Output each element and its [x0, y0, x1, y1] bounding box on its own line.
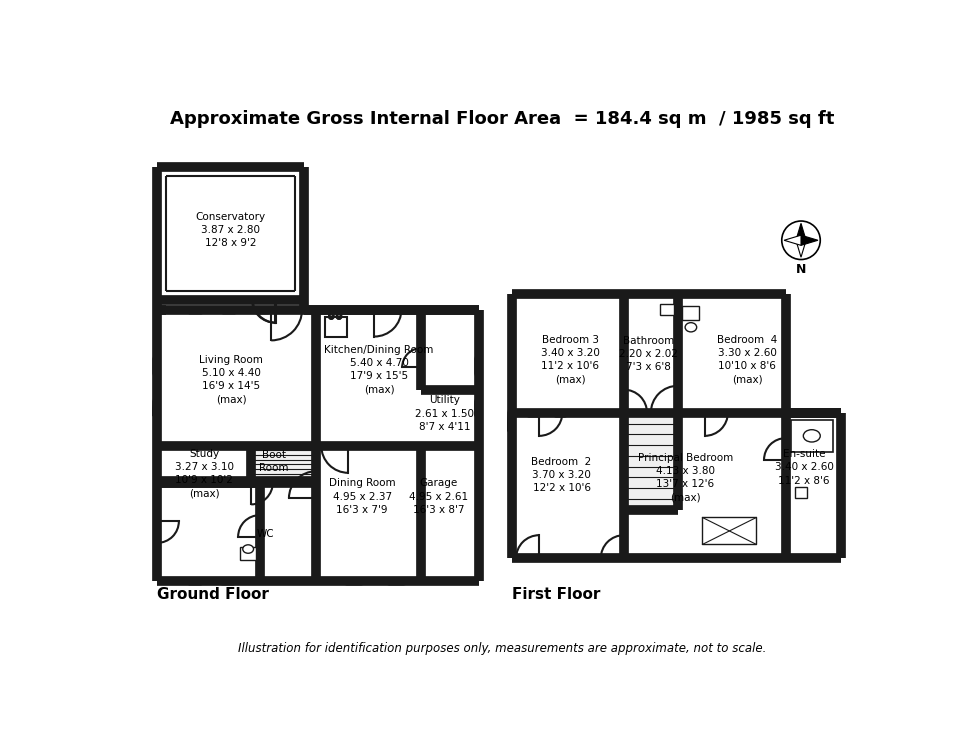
Polygon shape	[796, 240, 807, 257]
Bar	[791, 420, 833, 452]
Ellipse shape	[804, 430, 820, 442]
Polygon shape	[801, 235, 818, 246]
Text: Dining Room
4.95 x 2.37
16'3 x 7'9: Dining Room 4.95 x 2.37 16'3 x 7'9	[329, 478, 395, 515]
Bar	[240, 547, 256, 559]
Bar	[158, 309, 479, 581]
Polygon shape	[784, 235, 801, 246]
Text: Illustration for identification purposes only, measurements are approximate, not: Illustration for identification purposes…	[238, 642, 766, 655]
Text: Garage
4.95 x 2.61
16'3 x 8'7: Garage 4.95 x 2.61 16'3 x 8'7	[409, 478, 467, 515]
Text: Approximate Gross Internal Floor Area  = 184.4 sq m  / 1985 sq ft: Approximate Gross Internal Floor Area = …	[171, 110, 834, 128]
Text: Kitchen/Dining Room
5.40 x 4.70
17'9 x 15'5
(max): Kitchen/Dining Room 5.40 x 4.70 17'9 x 1…	[324, 345, 434, 394]
Text: Conservatory
3.87 x 2.80
12'8 x 9'2: Conservatory 3.87 x 2.80 12'8 x 9'2	[195, 212, 266, 249]
Bar	[703, 517, 757, 544]
Text: Principal Bedroom
4.13 x 3.80
13'7 x 12'6
(max): Principal Bedroom 4.13 x 3.80 13'7 x 12'…	[638, 453, 733, 502]
Text: Bedroom 3
3.40 x 3.20
11'2 x 10'6
(max): Bedroom 3 3.40 x 3.20 11'2 x 10'6 (max)	[541, 335, 600, 385]
Text: WC: WC	[257, 529, 274, 538]
Text: Living Room
5.10 x 4.40
16'9 x 14'5
(max): Living Room 5.10 x 4.40 16'9 x 14'5 (max…	[199, 354, 264, 405]
Text: Bedroom  2
3.70 x 3.20
12'2 x 10'6: Bedroom 2 3.70 x 3.20 12'2 x 10'6	[531, 457, 592, 493]
Bar	[325, 317, 347, 336]
Text: Bathroom
2.20 x 2.02
7'3 x 6'8: Bathroom 2.20 x 2.02 7'3 x 6'8	[619, 336, 678, 372]
Text: N: N	[796, 263, 807, 276]
Bar	[513, 294, 786, 558]
Text: Boot
Room: Boot Room	[259, 450, 288, 473]
Text: En-suite
3.40 x 2.60
11'2 x 8'6: En-suite 3.40 x 2.60 11'2 x 8'6	[774, 449, 834, 486]
Bar	[624, 413, 678, 510]
Text: Bedroom  4
3.30 x 2.60
10'10 x 8'6
(max): Bedroom 4 3.30 x 2.60 10'10 x 8'6 (max)	[717, 335, 777, 385]
Bar	[158, 167, 304, 300]
Text: Utility
2.61 x 1.50
8'7 x 4'11: Utility 2.61 x 1.50 8'7 x 4'11	[415, 395, 474, 432]
Ellipse shape	[685, 323, 697, 332]
Text: First Floor: First Floor	[513, 587, 601, 602]
Bar	[682, 306, 700, 320]
Text: Ground Floor: Ground Floor	[158, 587, 270, 602]
Ellipse shape	[243, 544, 254, 553]
Text: Study
3.27 x 3.10
10'9 x 10'2
(max): Study 3.27 x 3.10 10'9 x 10'2 (max)	[174, 449, 234, 499]
Bar	[251, 446, 316, 483]
Bar	[786, 413, 841, 558]
Bar	[661, 304, 674, 315]
Polygon shape	[796, 223, 807, 240]
Bar	[795, 487, 808, 498]
